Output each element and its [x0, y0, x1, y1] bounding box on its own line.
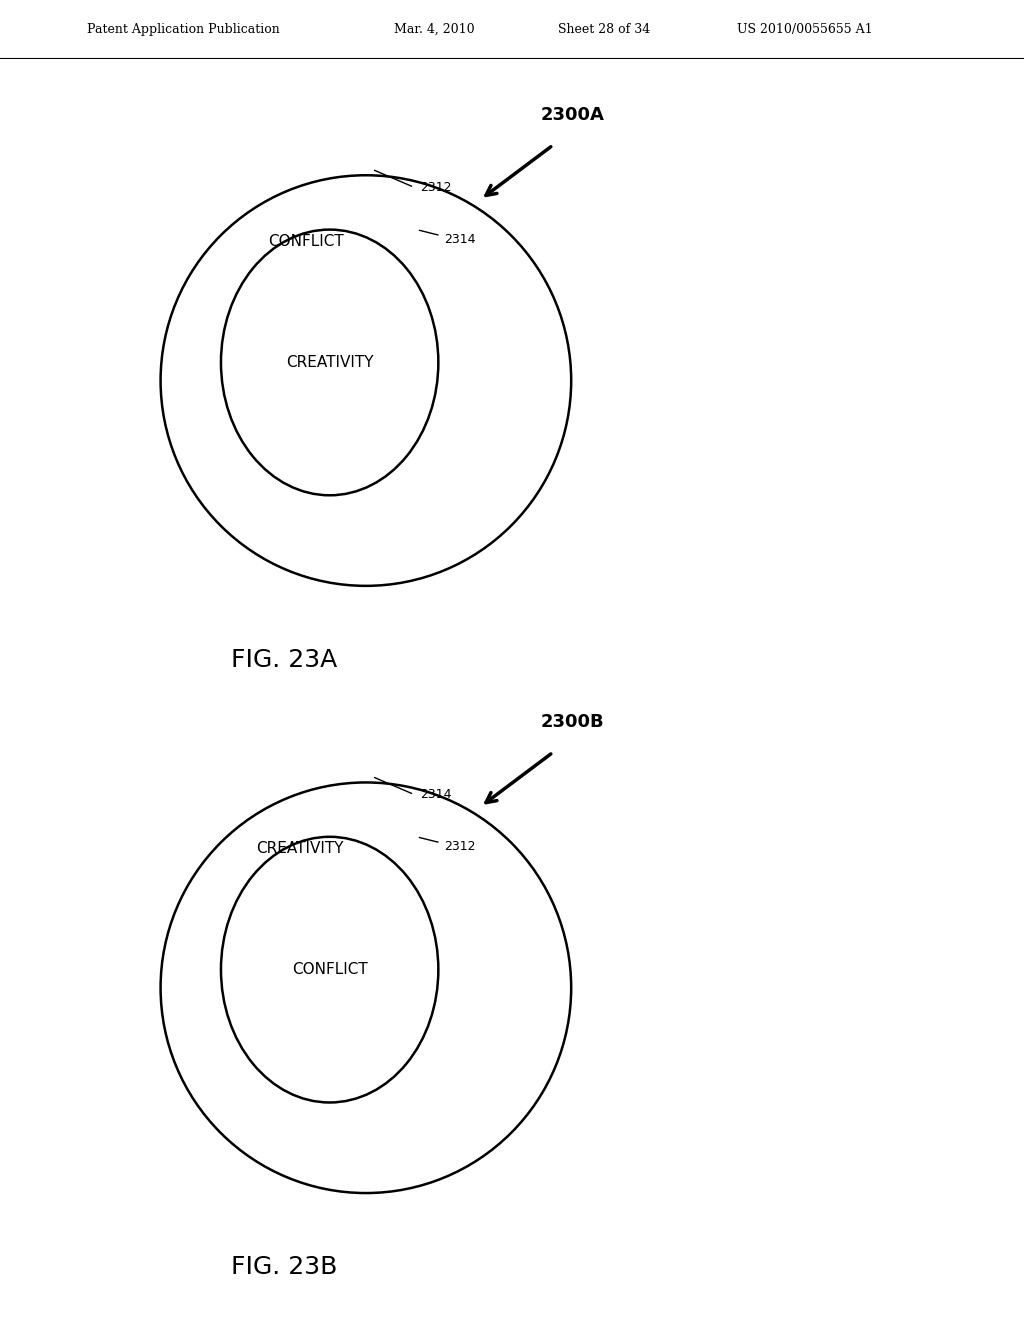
Text: FIG. 23A: FIG. 23A	[231, 648, 337, 672]
Text: CREATIVITY: CREATIVITY	[286, 355, 374, 370]
Text: 2314: 2314	[420, 788, 452, 801]
Text: 2312: 2312	[444, 840, 476, 853]
Text: 2300A: 2300A	[541, 106, 605, 124]
Text: US 2010/0055655 A1: US 2010/0055655 A1	[737, 24, 872, 36]
Text: FIG. 23B: FIG. 23B	[231, 1255, 337, 1279]
Text: CONFLICT: CONFLICT	[292, 962, 368, 977]
Text: Sheet 28 of 34: Sheet 28 of 34	[558, 24, 650, 36]
Text: CONFLICT: CONFLICT	[267, 234, 343, 249]
Text: 2312: 2312	[420, 181, 452, 194]
Text: CREATIVITY: CREATIVITY	[256, 841, 343, 857]
Text: Mar. 4, 2010: Mar. 4, 2010	[394, 24, 475, 36]
Text: Patent Application Publication: Patent Application Publication	[87, 24, 280, 36]
Text: 2314: 2314	[444, 232, 476, 246]
Text: 2300B: 2300B	[541, 713, 604, 731]
